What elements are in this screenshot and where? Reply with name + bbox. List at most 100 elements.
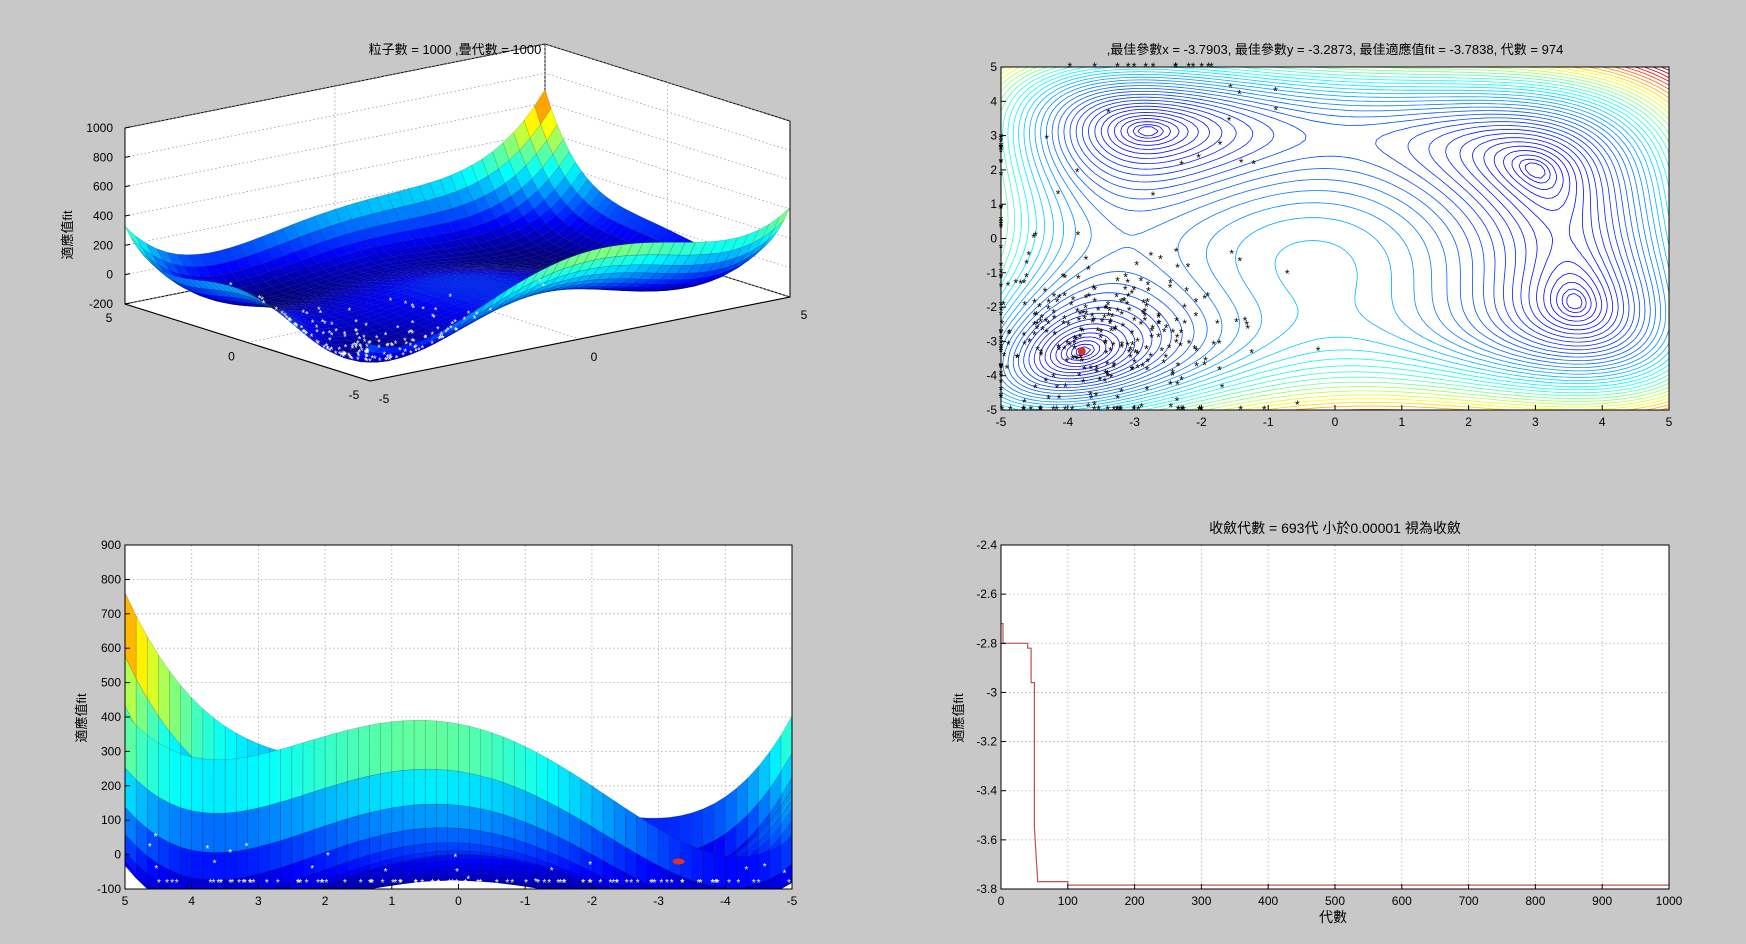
surface-cell xyxy=(480,775,493,812)
particle-marker: * xyxy=(1133,346,1138,360)
particle-marker: * xyxy=(354,327,358,337)
particle-marker: * xyxy=(317,339,321,349)
surface-cell xyxy=(391,830,404,850)
particle-marker: * xyxy=(711,878,715,889)
particle-marker: * xyxy=(1112,359,1117,373)
particle-marker: * xyxy=(228,848,232,859)
surface-cell xyxy=(280,836,292,868)
x-tick-label: -3 xyxy=(653,894,664,908)
particle-marker: * xyxy=(1205,290,1210,304)
particle-marker: * xyxy=(1056,341,1061,355)
surface-cell xyxy=(291,742,304,799)
particle-marker: * xyxy=(1105,367,1110,381)
particle-marker: * xyxy=(364,349,368,359)
x-tick-label: 700 xyxy=(1459,894,1479,908)
particle-marker: * xyxy=(409,328,413,338)
surface-cell xyxy=(558,764,570,814)
surface-cell xyxy=(458,842,470,852)
particle-marker: * xyxy=(348,306,352,316)
particle-marker: * xyxy=(344,342,348,352)
particle-marker: * xyxy=(1032,319,1037,333)
particle-marker: * xyxy=(489,306,493,316)
x-tick-label: -2 xyxy=(1196,415,1207,429)
surface-cell xyxy=(347,778,359,819)
particle-marker: * xyxy=(670,878,674,889)
particle-marker: * xyxy=(1146,356,1151,370)
particle-marker: * xyxy=(1104,302,1109,316)
particle-marker: * xyxy=(414,878,418,889)
best-point xyxy=(672,858,685,865)
particle-marker: * xyxy=(1076,229,1081,243)
surface-cell xyxy=(224,811,237,853)
surface-cell xyxy=(358,838,370,859)
particle-marker: * xyxy=(322,329,326,339)
particle-marker: * xyxy=(1015,351,1020,365)
particle-marker: * xyxy=(466,875,470,886)
particle-marker: * xyxy=(245,841,249,852)
particle-marker: * xyxy=(241,878,245,889)
particle-marker: * xyxy=(362,333,366,343)
z-tick-label: 600 xyxy=(93,180,113,194)
particle-marker: * xyxy=(1046,317,1051,331)
particle-marker: * xyxy=(411,329,415,339)
particle-marker: * xyxy=(727,878,731,889)
particle-marker: * xyxy=(439,334,443,344)
surface-cell xyxy=(180,684,192,757)
particle-marker: * xyxy=(636,878,640,889)
particle-marker: * xyxy=(249,878,253,889)
particle-marker: * xyxy=(1203,354,1208,368)
particle-marker: * xyxy=(1000,318,1005,332)
particle-marker: * xyxy=(311,318,315,328)
particle-marker: * xyxy=(625,878,629,889)
particle-marker: * xyxy=(1170,366,1175,380)
particles: ****************************************… xyxy=(148,832,791,889)
particle-marker: * xyxy=(451,878,455,889)
x-tick-label: 600 xyxy=(1392,894,1412,908)
particle-marker: * xyxy=(366,347,370,357)
particle-marker: * xyxy=(1171,326,1176,340)
surface-cell xyxy=(169,802,181,848)
particle-marker: * xyxy=(1143,310,1148,324)
particle-marker: * xyxy=(1108,318,1113,332)
x-tick-label: 800 xyxy=(1525,894,1545,908)
particle-marker: * xyxy=(368,356,372,366)
x-tick-label: 1 xyxy=(1398,415,1405,429)
surface-cell xyxy=(436,769,448,805)
surface-cell xyxy=(236,756,248,813)
axis-edge xyxy=(369,296,791,382)
contour-line xyxy=(1000,82,1661,400)
particle-marker: * xyxy=(375,333,379,343)
surface-cell xyxy=(147,734,159,798)
particle-marker: * xyxy=(680,878,684,889)
particle-marker: * xyxy=(342,352,346,362)
particle-marker: * xyxy=(1034,308,1039,322)
particle-marker: * xyxy=(1081,376,1086,390)
particle-marker: * xyxy=(355,330,359,340)
y-tick-label: -100 xyxy=(97,882,121,896)
particle-marker: * xyxy=(377,343,381,353)
surface-cell xyxy=(324,732,337,789)
particle-marker: * xyxy=(711,878,715,889)
surface-cell xyxy=(458,864,470,871)
grid-lines xyxy=(1001,545,1669,889)
particle-marker: * xyxy=(353,341,357,351)
surface-cell xyxy=(636,815,648,861)
particle-marker: * xyxy=(1168,276,1173,290)
particle-marker: * xyxy=(154,832,158,843)
surface-cell xyxy=(358,812,370,842)
plot-title: ,最佳參數x = -3.7903, 最佳參數y = -3.2873, 最佳適應值… xyxy=(1107,42,1564,57)
contour-plot: ******************* ************ *********… xyxy=(986,42,1672,429)
contour-line xyxy=(1007,88,1651,394)
particle-marker: * xyxy=(368,878,372,889)
particle-marker: * xyxy=(343,351,347,361)
particle-marker: * xyxy=(1094,366,1099,380)
surface-cell xyxy=(247,846,259,877)
particle-marker: * xyxy=(1044,326,1049,340)
particle-marker: * xyxy=(360,346,364,356)
particle-marker: * xyxy=(1156,317,1161,331)
particle-marker: * xyxy=(330,320,334,330)
particle-marker: * xyxy=(1006,279,1011,293)
particle-marker: * xyxy=(757,878,761,889)
surface-cell xyxy=(469,829,481,845)
surface-cell xyxy=(191,877,203,890)
